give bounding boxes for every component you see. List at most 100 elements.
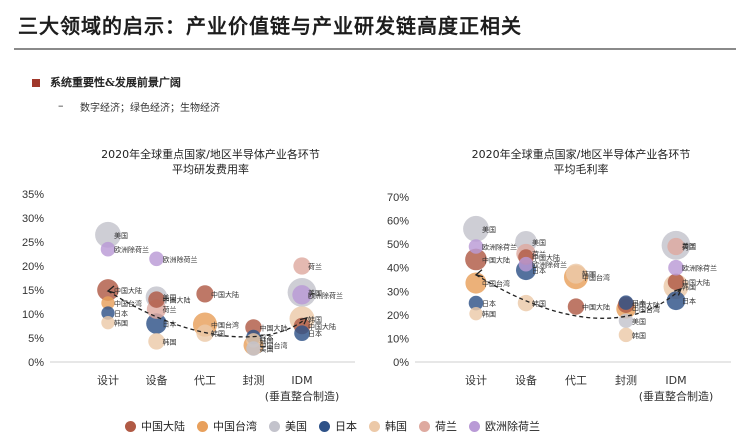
bubble-point (463, 215, 489, 242)
legend-item: 美国 (269, 418, 307, 434)
point-label: 韩国 (582, 270, 596, 279)
bubble-point (618, 327, 634, 343)
point-label: 韩国 (211, 329, 225, 338)
point-label: 荷兰 (308, 262, 322, 271)
point-label: 美国 (163, 293, 177, 302)
legend-item: 欧洲除荷兰 (469, 418, 540, 434)
point-label: 中国大陆 (163, 296, 191, 305)
bubble-point (468, 295, 484, 311)
x-tick-label: 封测 (615, 373, 637, 387)
point-label: 欧洲除荷兰 (163, 255, 198, 264)
x-tick-sublabel: (垂直整合制造) (265, 389, 340, 403)
legend-swatch (197, 420, 208, 432)
point-label: 欧洲除荷兰 (532, 260, 567, 269)
point-label: 美国 (114, 231, 128, 240)
bubble-point (667, 273, 685, 291)
x-tick-label: 设计 (465, 374, 487, 387)
y-tick-label: 30% (22, 213, 44, 225)
point-label: 中国台湾 (260, 341, 288, 350)
y-tick-label: 15% (22, 285, 44, 297)
legend-item: 日本 (319, 418, 357, 434)
trend-arrowhead (106, 285, 116, 294)
bubble-point (567, 298, 585, 315)
bubble-point (292, 285, 312, 305)
point-label: 韩国 (482, 310, 496, 319)
x-tick-label: 封测 (243, 373, 265, 387)
point-label: 韩国 (682, 283, 696, 292)
bubble-point (149, 251, 164, 267)
point-label: 韩国 (114, 319, 128, 328)
y-tick-label: 70% (387, 192, 409, 204)
legend: 中国大陆 中国台湾 美国 日本 韩国 荷兰 欧洲除荷兰 (125, 418, 540, 434)
point-label: 美国 (482, 225, 496, 234)
point-label: 中国大陆 (482, 255, 510, 264)
y-tick-label: 35% (22, 189, 44, 201)
point-label: 欧洲除荷兰 (682, 264, 717, 273)
point-label: 美国 (632, 317, 646, 326)
y-tick-label: 60% (387, 216, 409, 228)
trend-arrowhead (674, 287, 683, 296)
point-label: 中国台湾 (582, 273, 610, 282)
y-tick-label: 5% (28, 333, 44, 345)
bubble-point (465, 272, 487, 294)
y-tick-label: 30% (387, 286, 409, 298)
chart-title-line: 平均毛利率 (554, 162, 609, 176)
point-label: 美国 (260, 345, 274, 354)
legend-label: 欧洲除荷兰 (485, 420, 540, 433)
x-tick-label: 代工 (565, 374, 587, 387)
y-tick-label: 20% (22, 261, 44, 273)
legend-item: 荷兰 (419, 418, 457, 434)
legend-label: 美国 (285, 420, 307, 433)
point-label: 日本 (260, 333, 274, 342)
point-label: 日本 (632, 299, 646, 308)
bubble-point (293, 257, 311, 275)
chart-title-line: 2020年全球重点国家/地区半导体产业各环节 (472, 147, 691, 161)
point-label: 韩国 (260, 336, 274, 345)
point-label: 美国 (308, 288, 322, 297)
trend-arrowhead (474, 269, 484, 278)
x-tick-label: 设计 (97, 374, 119, 387)
point-label: 日本 (114, 309, 128, 318)
point-label: 欧洲除荷兰 (482, 243, 517, 252)
point-label: 中国台湾 (114, 299, 142, 308)
y-tick-label: 0% (393, 357, 409, 369)
legend-item: 中国大陆 (125, 418, 185, 434)
legend-swatch (469, 420, 480, 432)
bubble-point (101, 306, 115, 320)
point-label: 中国大陆 (211, 290, 239, 299)
bubble-point (196, 285, 214, 303)
bubble-point (294, 325, 310, 341)
point-label: 中国大陆 (632, 301, 660, 310)
point-label: 荷兰 (163, 305, 177, 314)
point-label: 中国大陆 (582, 303, 610, 312)
point-label: 美国 (532, 238, 546, 247)
y-tick-label: 40% (387, 263, 409, 275)
point-label: 中国大陆 (260, 323, 288, 332)
trend-arrowhead (299, 316, 308, 325)
bubble-point (468, 239, 484, 254)
point-label: 美国 (682, 241, 696, 250)
bubble-point (101, 296, 115, 310)
bullet-heading: 系统重要性&发展前景广阔 (50, 76, 181, 89)
x-tick-label: 设备 (146, 373, 168, 387)
point-label: 韩国 (632, 331, 646, 340)
bubble-point (95, 221, 121, 248)
point-label: 韩国 (532, 299, 546, 308)
point-label: 中国大陆 (114, 286, 142, 295)
point-label: 中国大陆 (532, 253, 560, 262)
point-label: 荷兰 (682, 243, 696, 252)
x-tick-label: IDM (291, 374, 312, 387)
y-tick-label: 10% (22, 309, 44, 321)
bubble-point (566, 263, 586, 284)
legend-swatch (269, 420, 280, 432)
point-label: 日本 (532, 266, 546, 275)
x-tick-sublabel: (垂直整合制造) (639, 389, 714, 403)
bubble-point (97, 279, 119, 301)
bubble-point (101, 315, 115, 330)
sub-bullet-dash: – (58, 99, 64, 112)
y-tick-label: 50% (387, 239, 409, 251)
bubble-point (518, 256, 534, 272)
legend-item: 韩国 (369, 418, 407, 434)
